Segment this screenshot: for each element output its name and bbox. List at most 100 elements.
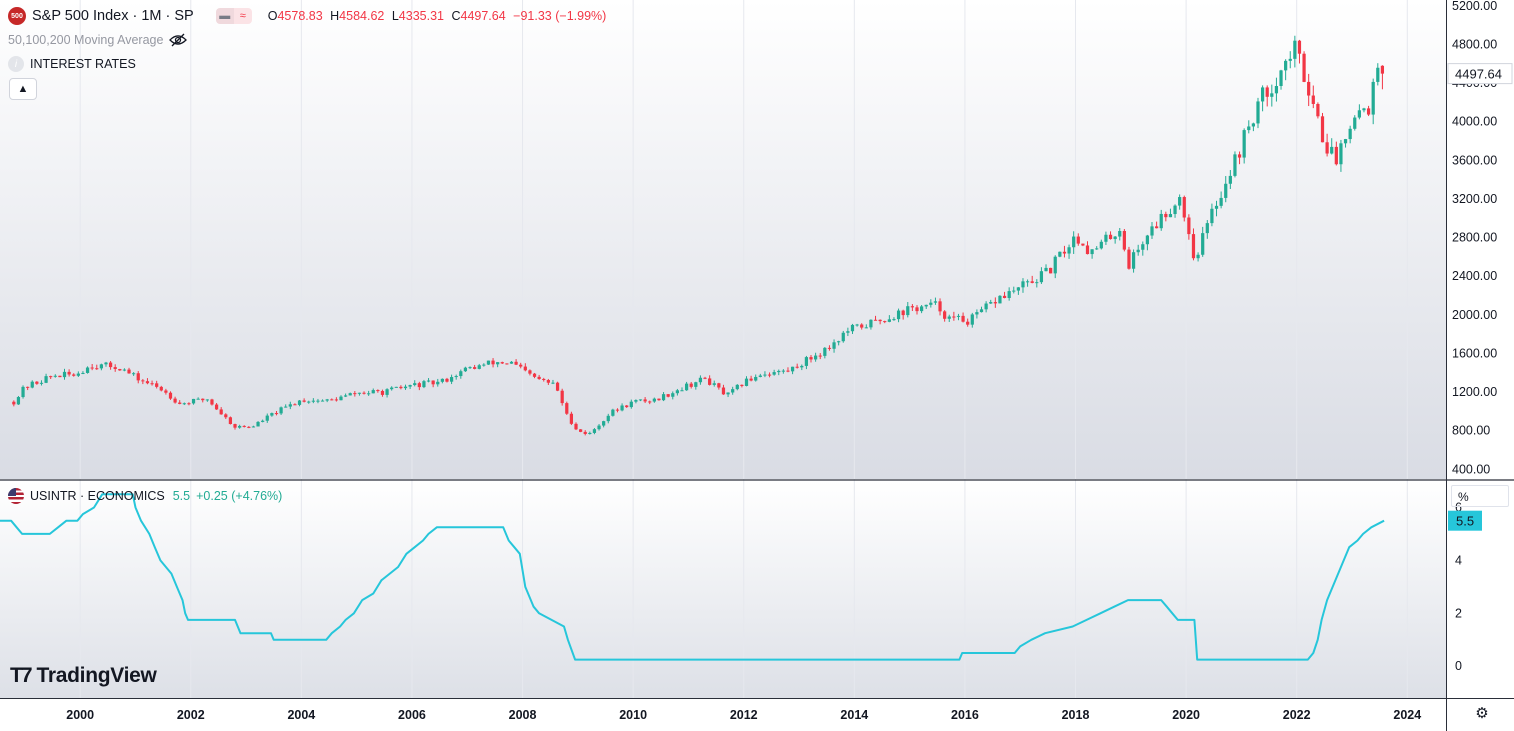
candle-body	[1201, 233, 1205, 255]
main-series-legend[interactable]: 500 S&P 500 Index · 1M · SP ▬ ≈ O4578.83…	[8, 7, 606, 25]
sp500-symbol-badge: 500	[8, 7, 26, 25]
candle-body	[979, 309, 984, 313]
candle-body	[127, 369, 131, 374]
candle-body	[408, 385, 412, 387]
candle-body	[1150, 226, 1154, 236]
moving-average-legend[interactable]: 50,100,200 Moving Average	[8, 33, 188, 47]
candle-body	[906, 306, 910, 316]
candle-body	[85, 367, 90, 373]
candle-body	[173, 398, 177, 403]
candle-body	[1330, 146, 1334, 154]
candle-body	[864, 327, 868, 329]
candle-body	[795, 366, 799, 368]
approx-icon[interactable]: ≈	[233, 8, 252, 24]
candle-body	[1233, 154, 1237, 176]
candle-body	[164, 390, 168, 393]
last-value-tags: 4497.64 5.5	[1447, 63, 1513, 531]
candle-body	[371, 390, 375, 394]
settings-gear-icon[interactable]: ⚙	[1475, 705, 1489, 722]
price-tick-label: 2800.00	[1452, 231, 1497, 245]
candle-body	[1002, 295, 1007, 299]
candle-body	[1316, 103, 1320, 117]
time-axis[interactable]: 2000 2002 2004 2006 2008 2010 2012 2014 2016 2018…	[66, 708, 1421, 722]
candle-body	[873, 319, 878, 321]
rate-line-series	[0, 493, 1385, 661]
candle-body	[532, 373, 537, 377]
time-tick-label: 2014	[840, 708, 868, 722]
candle-body	[228, 417, 233, 425]
candle-body	[1265, 87, 1269, 97]
price-tick-label: 2400.00	[1452, 269, 1497, 283]
rate-series-title[interactable]: USINTR · ECONOMICS	[30, 489, 165, 503]
candle-body	[929, 302, 933, 305]
candle-body	[150, 383, 154, 385]
candle-body	[970, 314, 974, 325]
candle-body	[712, 383, 716, 385]
candle-body	[385, 389, 389, 395]
time-tick-label: 2010	[619, 708, 647, 722]
candle-body	[44, 376, 48, 383]
candle-body	[652, 398, 656, 402]
candle-body	[238, 425, 242, 428]
candle-body	[509, 361, 514, 364]
candle-body	[367, 393, 371, 395]
candle-body	[99, 364, 103, 369]
candle-body	[187, 403, 191, 405]
candle-body	[731, 389, 735, 393]
candle-body	[1214, 205, 1219, 209]
scale-unit-box[interactable]: %	[1451, 485, 1509, 507]
candle-body	[638, 399, 643, 401]
candle-body	[1168, 214, 1173, 218]
candle-body	[219, 409, 223, 415]
candle-body	[740, 384, 744, 386]
legend-buttons[interactable]: ▬ ≈	[215, 8, 252, 24]
candle-body	[35, 381, 39, 384]
candle-body	[1260, 87, 1265, 102]
rate-pane-background	[0, 481, 1446, 698]
candle-body	[1035, 282, 1039, 284]
candle-body	[1210, 208, 1214, 224]
info-icon[interactable]: i	[8, 56, 24, 72]
candle-body	[1362, 108, 1366, 111]
minus-icon[interactable]: ▬	[215, 8, 234, 24]
candle-body	[311, 400, 315, 402]
eye-slash-icon[interactable]	[169, 33, 188, 47]
candle-body	[1297, 40, 1302, 54]
series-title[interactable]: S&P 500 Index · 1M · SP	[32, 8, 194, 24]
candle-body	[1191, 234, 1196, 259]
candle-body	[790, 366, 795, 372]
candle-body	[1237, 154, 1242, 158]
rate-axis[interactable]: 0 2 4 6	[1455, 500, 1462, 673]
interest-rates-legend[interactable]: i INTEREST RATES	[8, 56, 136, 72]
candle-body	[1334, 146, 1338, 165]
moving-average-label[interactable]: 50,100,200 Moving Average	[8, 33, 164, 47]
candle-body	[445, 378, 449, 382]
candle-body	[1085, 245, 1090, 255]
candle-body	[343, 395, 348, 397]
candle-body	[463, 367, 468, 372]
candle-body	[1164, 213, 1168, 218]
candle-body	[1025, 281, 1030, 283]
candle-body	[81, 372, 85, 374]
candle-body	[1307, 81, 1311, 96]
interest-rates-label[interactable]: INTEREST RATES	[30, 57, 136, 71]
candle-body	[1320, 116, 1325, 143]
candle-body	[1187, 217, 1191, 235]
price-axis[interactable]: 400.00 800.00 1200.00 1600.00 2000.00 2400.00…	[1452, 0, 1497, 476]
candle-body	[496, 362, 500, 365]
candle-body	[703, 377, 707, 379]
candle-body	[975, 312, 979, 315]
candle-body	[357, 392, 362, 394]
tradingview-logo[interactable]: T7 TradingView	[10, 664, 157, 688]
candle-body	[910, 306, 915, 308]
collapse-legend-button[interactable]: ▲	[9, 78, 37, 100]
candle-body	[551, 382, 555, 384]
us-flag-icon	[8, 488, 24, 504]
candle-body	[132, 373, 136, 375]
candlestick-series	[12, 35, 1385, 436]
rate-series-legend[interactable]: USINTR · ECONOMICS 5.5 +0.25 (+4.76%)	[8, 488, 282, 504]
candle-body	[1095, 248, 1099, 250]
candle-body	[233, 424, 237, 428]
last-price-tag	[1447, 63, 1513, 85]
